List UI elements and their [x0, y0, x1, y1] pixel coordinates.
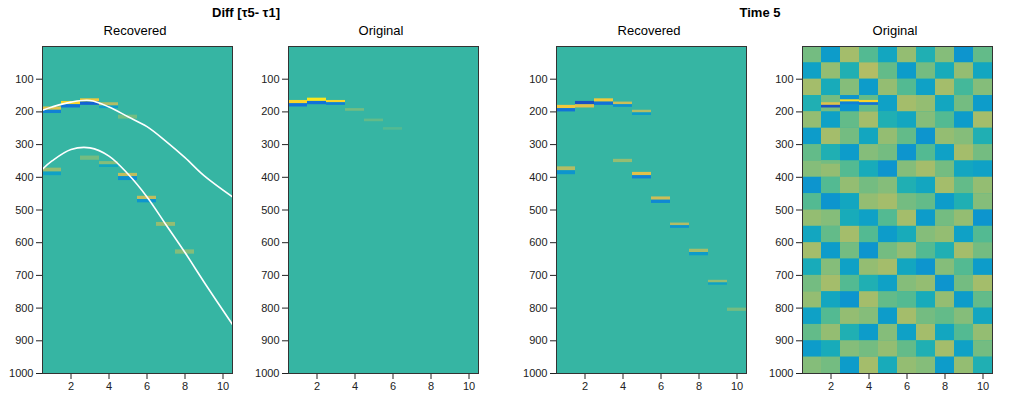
- html-text:Original: Original: [872, 23, 918, 38]
- svg-text:900: 900: [775, 334, 793, 346]
- svg-text:8: 8: [428, 380, 434, 392]
- svg-text:700: 700: [15, 269, 33, 281]
- html-text:Recovered: Recovered: [617, 23, 681, 38]
- svg-text:200: 200: [529, 105, 547, 117]
- svg-text:600: 600: [261, 236, 279, 248]
- svg-text:300: 300: [261, 138, 279, 150]
- svg-text:100: 100: [261, 73, 279, 85]
- svg-text:4: 4: [106, 380, 112, 392]
- svg-text:800: 800: [529, 302, 547, 314]
- svg-text:2: 2: [314, 380, 320, 392]
- svg-text:200: 200: [261, 105, 279, 117]
- svg-text:1000: 1000: [523, 367, 547, 379]
- svg-text:300: 300: [529, 138, 547, 150]
- svg-text:200: 200: [15, 105, 33, 117]
- svg-text:200: 200: [775, 105, 793, 117]
- svg-text:100: 100: [15, 73, 33, 85]
- svg-text:100: 100: [775, 73, 793, 85]
- svg-text:6: 6: [390, 380, 396, 392]
- svg-text:700: 700: [529, 269, 547, 281]
- svg-text:400: 400: [775, 171, 793, 183]
- svg-text:4: 4: [352, 380, 358, 392]
- svg-text:6: 6: [658, 380, 664, 392]
- svg-text:300: 300: [775, 138, 793, 150]
- svg-text:10: 10: [463, 380, 475, 392]
- svg-text:10: 10: [217, 380, 229, 392]
- svg-text:600: 600: [529, 236, 547, 248]
- svg-text:6: 6: [144, 380, 150, 392]
- html-text:Original: Original: [358, 23, 404, 38]
- svg-text:6: 6: [904, 380, 910, 392]
- svg-text:800: 800: [261, 302, 279, 314]
- svg-text:8: 8: [182, 380, 188, 392]
- html-text:Diff [τ5- τ1]: Diff [τ5- τ1]: [212, 5, 280, 20]
- svg-text:400: 400: [529, 171, 547, 183]
- svg-text:500: 500: [261, 204, 279, 216]
- svg-text:800: 800: [775, 302, 793, 314]
- svg-text:8: 8: [696, 380, 702, 392]
- svg-text:1000: 1000: [769, 367, 793, 379]
- svg-text:500: 500: [529, 204, 547, 216]
- svg-text:700: 700: [775, 269, 793, 281]
- svg-text:900: 900: [261, 334, 279, 346]
- svg-text:900: 900: [15, 334, 33, 346]
- svg-text:2: 2: [828, 380, 834, 392]
- svg-text:2: 2: [582, 380, 588, 392]
- svg-text:500: 500: [15, 204, 33, 216]
- svg-text:500: 500: [775, 204, 793, 216]
- svg-text:300: 300: [15, 138, 33, 150]
- svg-text:800: 800: [15, 302, 33, 314]
- html-text:Recovered: Recovered: [103, 23, 167, 38]
- svg-text:4: 4: [866, 380, 872, 392]
- svg-text:1000: 1000: [255, 367, 279, 379]
- svg-text:400: 400: [15, 171, 33, 183]
- svg-text:4: 4: [620, 380, 626, 392]
- svg-text:600: 600: [775, 236, 793, 248]
- svg-text:400: 400: [261, 171, 279, 183]
- svg-text:8: 8: [942, 380, 948, 392]
- svg-text:2: 2: [68, 380, 74, 392]
- svg-text:700: 700: [261, 269, 279, 281]
- svg-text:600: 600: [15, 236, 33, 248]
- html-text:Time 5: Time 5: [739, 5, 781, 20]
- svg-text:10: 10: [977, 380, 989, 392]
- svg-text:10: 10: [731, 380, 743, 392]
- svg-text:900: 900: [529, 334, 547, 346]
- svg-text:100: 100: [529, 73, 547, 85]
- svg-text:1000: 1000: [9, 367, 33, 379]
